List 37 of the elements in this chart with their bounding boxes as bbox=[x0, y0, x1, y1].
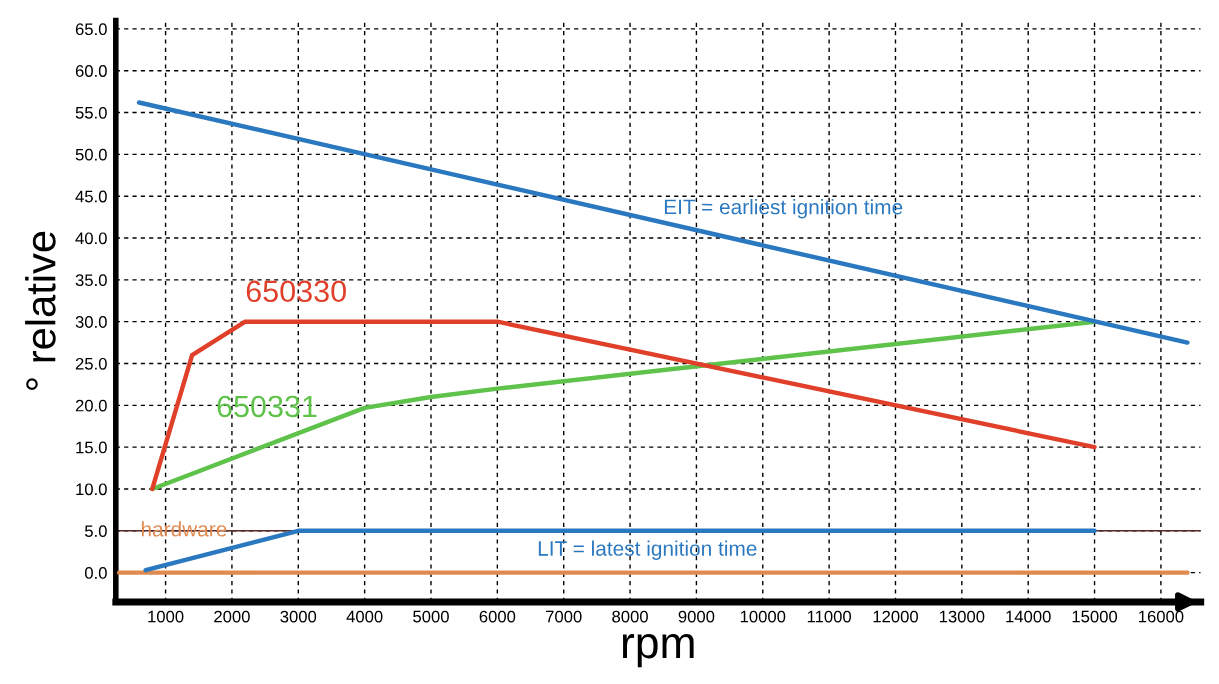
line-series bbox=[150, 319, 1097, 492]
y-tick-label: 40.0 bbox=[75, 232, 107, 245]
y-tick-label: 35.0 bbox=[75, 274, 107, 287]
y-tick-label: 55.0 bbox=[75, 106, 107, 119]
series-label: EIT = earliest ignition time bbox=[664, 198, 903, 219]
x-tick-label: 11000 bbox=[807, 610, 852, 623]
y-axis-title: ° relative bbox=[25, 231, 56, 391]
x-tick-label: 2000 bbox=[214, 610, 250, 623]
x-tick-label: 5000 bbox=[413, 610, 449, 623]
y-tick-label: 25.0 bbox=[75, 357, 107, 370]
x-tick-label: 4000 bbox=[346, 610, 383, 623]
x-tick-label: 1000 bbox=[148, 610, 184, 623]
x-tick-label: 7000 bbox=[546, 610, 582, 623]
x-tick-label: 15000 bbox=[1072, 610, 1118, 623]
series-label: 650330 bbox=[246, 280, 346, 303]
x-tick-label: 13000 bbox=[939, 610, 985, 623]
series-label: 650331 bbox=[217, 395, 317, 418]
x-tick-label: 16000 bbox=[1139, 610, 1184, 623]
y-tick-label: 10.0 bbox=[76, 483, 107, 496]
x-tick-label: 8000 bbox=[612, 610, 648, 623]
x-axis-title: rpm bbox=[622, 634, 694, 668]
y-tick-label: 20.0 bbox=[75, 399, 107, 412]
y-tick-label: 15.0 bbox=[76, 441, 107, 454]
x-tick-label: 3000 bbox=[280, 610, 317, 623]
x-tick-label: 6000 bbox=[479, 610, 516, 623]
x-tick-label: 12000 bbox=[873, 610, 918, 623]
y-tick-label: 60.0 bbox=[75, 65, 107, 77]
y-tick-label: 5.0 bbox=[84, 525, 107, 538]
y-tick-label: 0.0 bbox=[84, 567, 107, 579]
series-label: LIT = latest ignition time bbox=[538, 540, 757, 560]
y-tick-label: 45.0 bbox=[75, 190, 107, 203]
y-tick-label: 50.0 bbox=[75, 148, 107, 161]
x-tick-label: 10000 bbox=[740, 610, 786, 623]
y-tick-label: 65.0 bbox=[75, 23, 107, 36]
x-tick-label: 14000 bbox=[1006, 610, 1051, 623]
y-tick-label: 30.0 bbox=[75, 316, 107, 328]
x-tick-label: 9000 bbox=[678, 610, 715, 623]
